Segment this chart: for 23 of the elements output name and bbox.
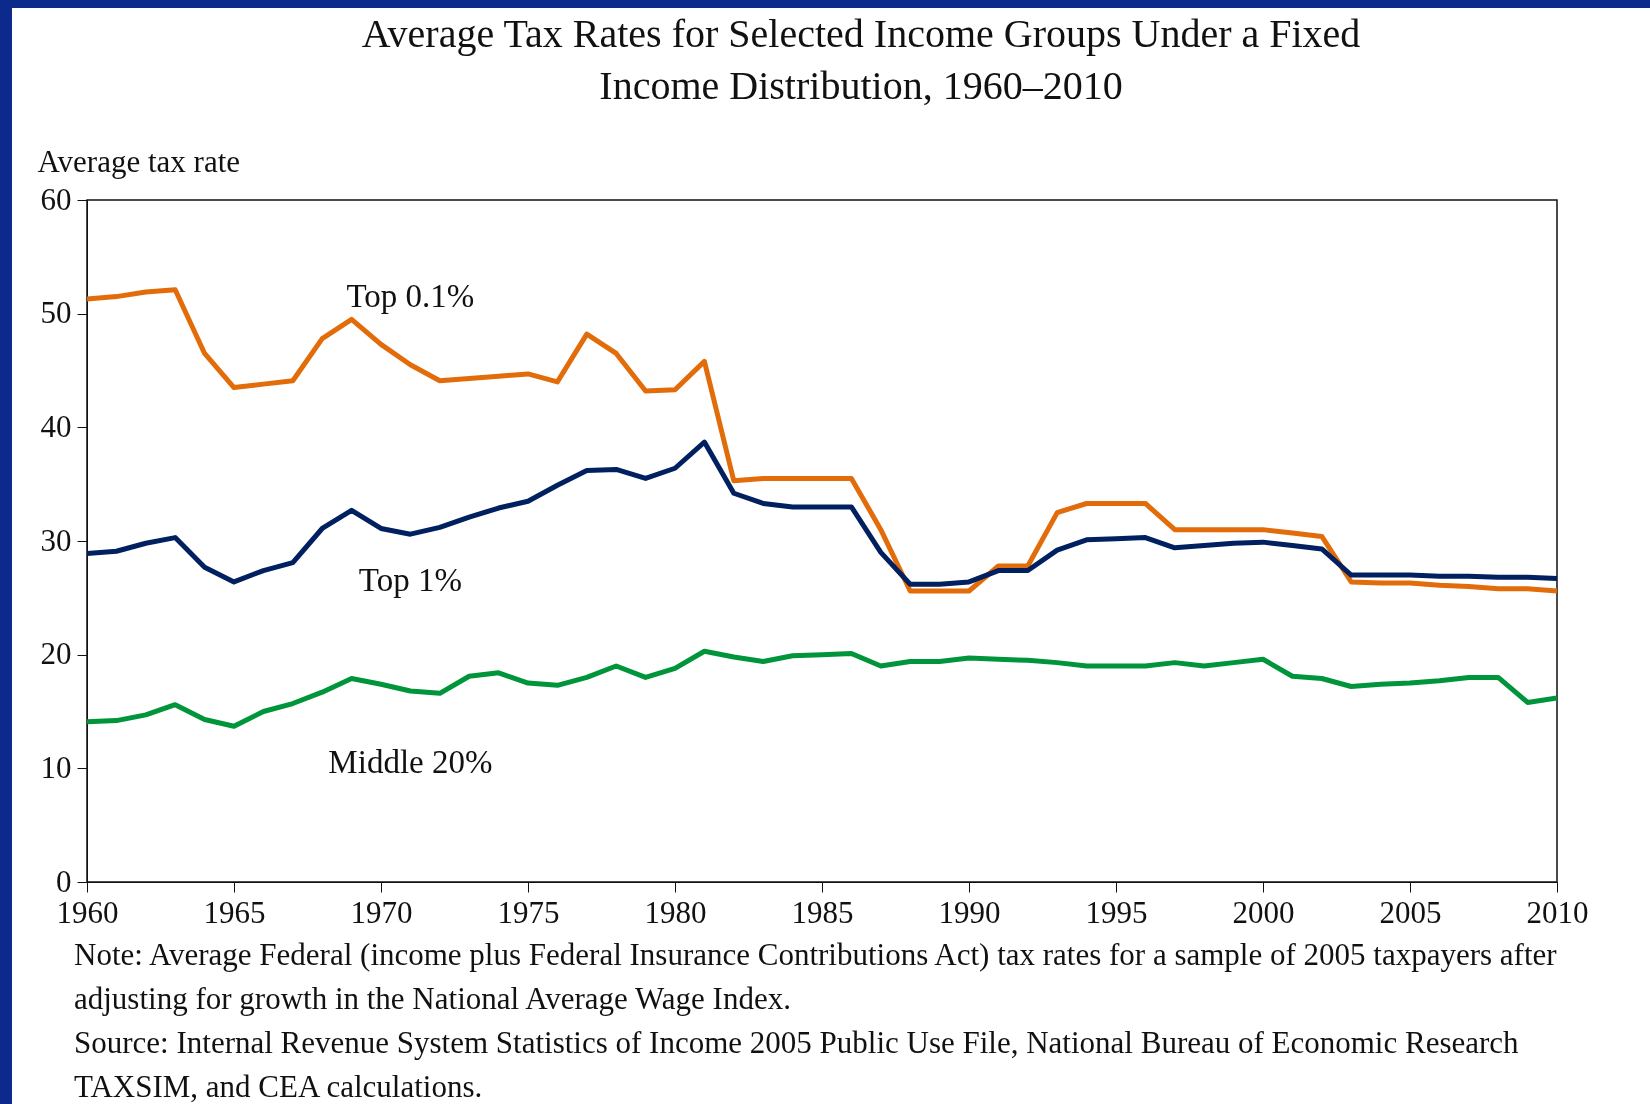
series-label: Top 1%	[358, 561, 462, 598]
x-tick-label: 1990	[938, 894, 1001, 930]
x-tick-label: 1970	[350, 894, 413, 930]
chart-title: Average Tax Rates for Selected Income Groups Under a Fixed Income Distribution, 1960–2010	[360, 10, 1361, 110]
x-tick-label: 2010	[1526, 894, 1589, 930]
series-label: Middle 20%	[328, 743, 493, 780]
y-tick-label: 30	[40, 522, 72, 558]
x-tick-label: 1980	[644, 894, 707, 930]
y-tick-label: 60	[40, 181, 72, 217]
y-tick-label: 20	[40, 636, 72, 672]
y-tick-label: 40	[40, 408, 72, 444]
text: Note: Average Federal (income plus Federal Insurance Contributions Act) tax rates for a sample of 2005 taxpayers after adjusting for growth in the National Average Wage Index.	[74, 936, 1558, 1018]
y-axis-title: Average tax rate	[37, 143, 241, 179]
x-tick-label: 1965	[203, 894, 266, 930]
x-tick-label: 1975	[497, 894, 560, 930]
x-tick-label: 1995	[1085, 894, 1148, 930]
x-tick-label: 2005	[1379, 894, 1442, 930]
y-tick-label: 50	[40, 295, 72, 331]
series-label: Top 0.1%	[346, 277, 475, 314]
x-tick-label: 2000	[1232, 894, 1295, 930]
source-note: Source: Internal Revenue System Statistics of Income 2005 Public Use File, National Bureau of Economic Research TAXSIM, and CEA calculations.	[74, 1024, 1520, 1104]
y-tick-label: 10	[40, 749, 72, 785]
x-tick-label: 1985	[791, 894, 854, 930]
